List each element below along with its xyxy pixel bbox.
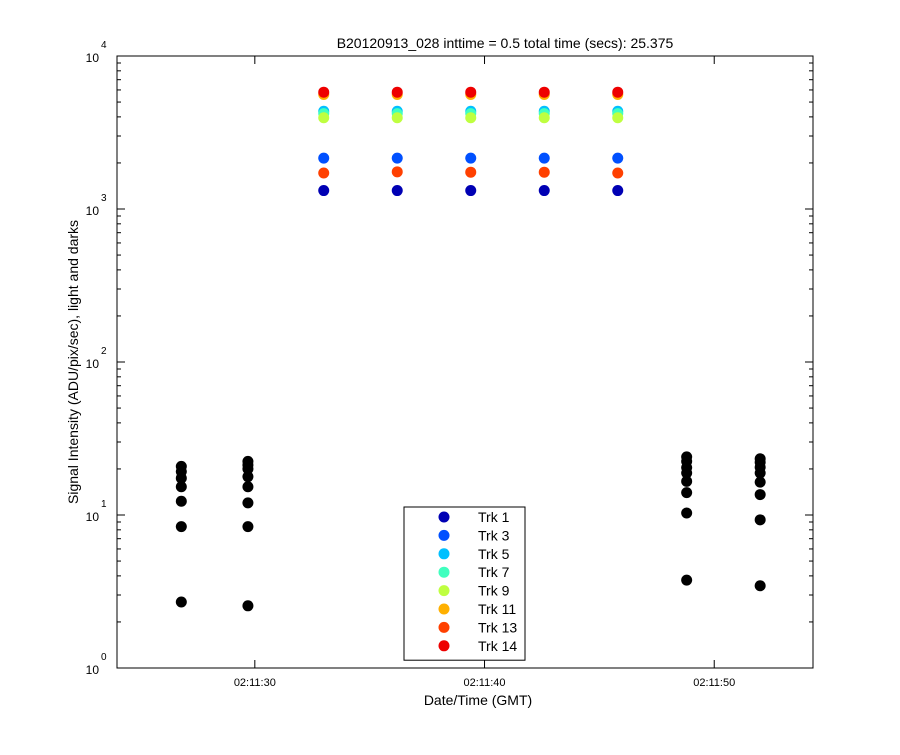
dark-point [681, 574, 693, 586]
legend-marker [438, 529, 450, 541]
dark-point [242, 481, 254, 493]
series-point-trk-13 [465, 166, 477, 178]
legend-label: Trk 14 [478, 638, 517, 654]
legend-label: Trk 3 [478, 527, 510, 543]
y-tick-label: 10 [86, 510, 100, 524]
series-point-trk-14 [465, 86, 477, 98]
series-point-trk-13 [538, 166, 550, 178]
x-tick-label: 02:11:50 [693, 677, 735, 689]
plot-frame [116, 55, 814, 669]
x-axis-label: Date/Time (GMT) [424, 692, 532, 708]
series-point-trk-1 [465, 185, 477, 197]
legend-label: Trk 9 [478, 583, 510, 599]
series-point-trk-13 [318, 167, 330, 179]
series-point-trk-3 [465, 152, 477, 164]
y-tick-label: 10 [86, 204, 100, 218]
dark-point [754, 476, 766, 488]
dark-point [242, 471, 254, 483]
legend-label: Trk 1 [478, 509, 510, 525]
legend-marker [438, 566, 450, 578]
chart-title: B20120913_028 inttime = 0.5 total time (… [337, 35, 674, 51]
legend-label: Trk 5 [478, 546, 510, 562]
legend: Trk 1 Trk 3 Trk 5 Trk 7 Trk 9 Trk 11 Trk 13 Trk… [403, 506, 526, 661]
y-tick-label: 10 [86, 663, 100, 677]
y-tick-exponent: 4 [101, 40, 107, 51]
dark-point [242, 455, 254, 467]
dark-point [175, 481, 187, 493]
legend-marker [438, 585, 450, 597]
series-point-trk-1 [318, 185, 330, 197]
dark-point [681, 507, 693, 519]
series-point-trk-1 [612, 185, 624, 197]
dark-point [175, 596, 187, 608]
dark-point [175, 460, 187, 472]
series-point-trk-3 [612, 152, 624, 164]
dark-point [754, 514, 766, 526]
legend-label: Trk 13 [478, 619, 517, 635]
legend-marker [438, 640, 450, 652]
series-point-trk-9 [465, 112, 477, 124]
dark-point [681, 487, 693, 499]
y-tick-label: 10 [86, 51, 100, 65]
series-point-trk-9 [538, 112, 550, 124]
series-point-trk-14 [318, 86, 330, 98]
series-point-trk-14 [391, 86, 403, 98]
y-tick-label: 10 [86, 357, 100, 371]
x-tick-label: 02:11:30 [234, 677, 276, 689]
series-point-trk-9 [391, 112, 403, 124]
legend-marker [438, 621, 450, 633]
y-tick-exponent: 0 [101, 652, 107, 663]
series-point-trk-13 [612, 167, 624, 179]
dark-point [754, 580, 766, 592]
series-point-trk-1 [391, 185, 403, 197]
legend-marker [438, 548, 450, 560]
dark-point [754, 453, 766, 465]
series-point-trk-3 [538, 152, 550, 164]
legend-label: Trk 7 [478, 564, 510, 580]
series-point-trk-13 [391, 166, 403, 178]
series-point-trk-9 [612, 112, 624, 124]
series-point-trk-9 [318, 112, 330, 124]
dark-point [681, 451, 693, 463]
y-axis-label: Signal Intensity (ADU/pix/sec), light an… [65, 220, 81, 504]
y-tick-exponent: 2 [101, 346, 107, 357]
series-point-trk-3 [391, 152, 403, 164]
dark-point [242, 521, 254, 533]
legend-box [403, 506, 526, 661]
dark-point [242, 497, 254, 509]
x-tick-label: 02:11:40 [464, 677, 506, 689]
series-point-trk-14 [612, 86, 624, 98]
data-points-group [175, 86, 766, 612]
y-tick-exponent: 1 [101, 499, 107, 510]
dark-point [175, 521, 187, 533]
legend-marker [438, 511, 450, 523]
dark-point [754, 489, 766, 501]
series-point-trk-1 [538, 185, 550, 197]
dark-point [175, 495, 187, 507]
series-point-trk-3 [318, 152, 330, 164]
legend-marker [438, 603, 450, 615]
series-point-trk-14 [538, 86, 550, 98]
legend-label: Trk 11 [478, 601, 516, 617]
dark-point [681, 475, 693, 487]
y-tick-exponent: 3 [101, 193, 107, 204]
dark-point [242, 600, 254, 612]
